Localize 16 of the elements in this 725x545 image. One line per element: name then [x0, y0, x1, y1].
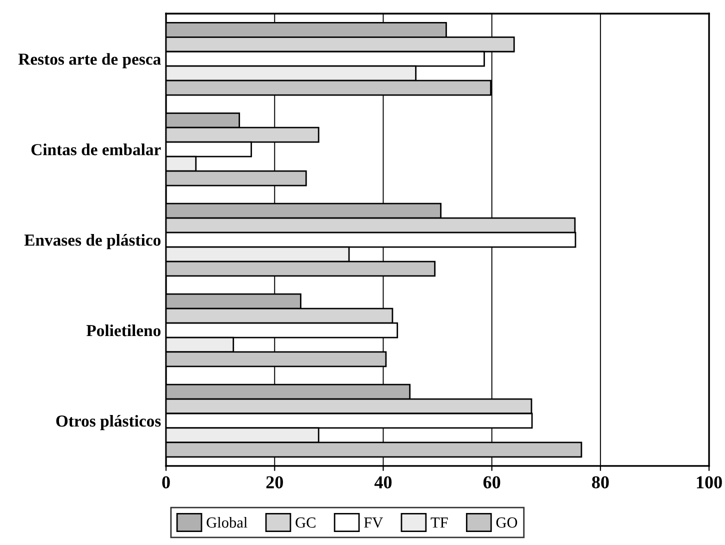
legend-label: FV [364, 518, 383, 528]
y-tick-label: Restos arte de pesca [18, 53, 161, 68]
y-tick-label: Envases de plástico [24, 234, 161, 250]
x-tick-label: 20 [266, 476, 283, 488]
y-tick-label: Otros plásticos [56, 414, 161, 430]
x-tick-label: 0 [162, 476, 170, 488]
legend-label: GO [496, 517, 518, 528]
legend-label: Global [206, 516, 248, 528]
x-tick-label: 100 [696, 476, 722, 488]
y-tick-label: Cintas de embalar [31, 144, 161, 156]
x-tick-label: 80 [592, 476, 609, 488]
x-tick-label: 40 [374, 476, 392, 488]
y-tick-label: Polietileno [86, 324, 161, 336]
legend-label: TF [430, 518, 448, 528]
x-tick-label: 60 [483, 476, 500, 488]
legend-label: GC [296, 517, 316, 528]
